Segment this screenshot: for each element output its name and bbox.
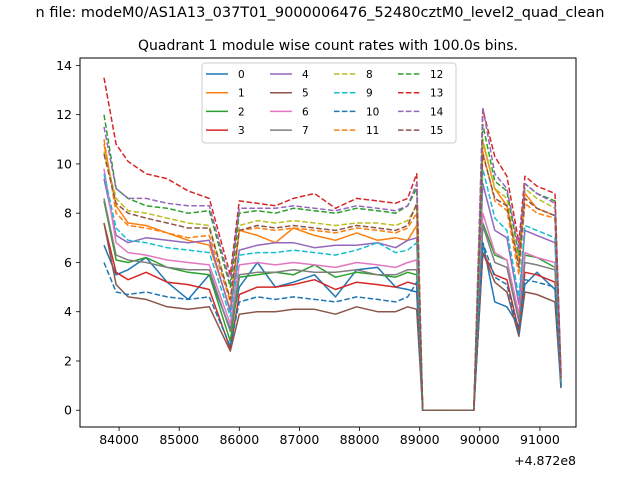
- x-tick-label: 88000: [340, 432, 380, 447]
- legend-label-10: 10: [366, 106, 379, 118]
- series-line-8: [103, 138, 562, 411]
- x-tick-label: 90000: [460, 432, 500, 447]
- y-tick-label: 4: [64, 304, 72, 319]
- series-line-4: [103, 178, 562, 411]
- legend-label-1: 1: [238, 88, 245, 100]
- axis-ticks: 84000 85000 86000 87000 88000 89000 90000 91000…: [56, 58, 560, 447]
- x-tick-label: 87000: [280, 432, 320, 447]
- legend-label-8: 8: [366, 69, 373, 81]
- series-line-2: [103, 200, 562, 411]
- legend-label-0: 0: [238, 69, 245, 81]
- plot-area: [103, 77, 562, 411]
- y-tick-label: 14: [56, 58, 72, 73]
- legend-label-11: 11: [366, 125, 379, 137]
- x-offset-label: +4.872e8: [514, 453, 576, 468]
- y-tick-label: 8: [64, 206, 72, 221]
- y-tick-label: 0: [64, 403, 72, 418]
- series-line-3: [103, 222, 562, 411]
- legend-label-5: 5: [302, 88, 309, 100]
- x-tick-label: 85000: [159, 432, 199, 447]
- y-tick-label: 6: [64, 255, 72, 270]
- series-line-7: [103, 198, 562, 411]
- legend-label-2: 2: [238, 106, 245, 118]
- figure-suptitle: n file: modeM0/AS1A13_037T01_9000006476_…: [36, 5, 605, 21]
- legend-label-12: 12: [430, 69, 443, 81]
- series-line-5: [103, 222, 562, 411]
- x-tick-label: 91000: [520, 432, 560, 447]
- series-line-0: [103, 241, 562, 411]
- axes-frame: [79, 57, 577, 428]
- legend-box: [201, 62, 457, 144]
- series-line-1: [103, 141, 562, 411]
- legend-label-9: 9: [366, 88, 373, 100]
- legend-label-6: 6: [302, 106, 309, 118]
- legend-label-15: 15: [430, 125, 443, 137]
- series-line-11: [103, 139, 562, 411]
- legend-label-3: 3: [238, 125, 245, 137]
- series-line-13: [103, 77, 562, 411]
- legend-label-14: 14: [430, 106, 444, 118]
- x-tick-label: 84000: [99, 432, 139, 447]
- x-tick-label: 89000: [400, 432, 440, 447]
- y-tick-label: 10: [56, 156, 72, 171]
- y-tick-label: 2: [64, 353, 72, 368]
- legend-label-7: 7: [302, 125, 309, 137]
- series-line-6: [103, 168, 562, 411]
- legend-label-13: 13: [430, 88, 443, 100]
- series-line-15: [103, 153, 562, 411]
- series-line-14: [103, 106, 562, 411]
- y-tick-label: 12: [56, 107, 72, 122]
- chart-title: Quadrant 1 module wise count rates with …: [138, 38, 518, 54]
- series-line-9: [103, 168, 562, 411]
- x-tick-label: 86000: [219, 432, 259, 447]
- legend-label-4: 4: [302, 69, 309, 81]
